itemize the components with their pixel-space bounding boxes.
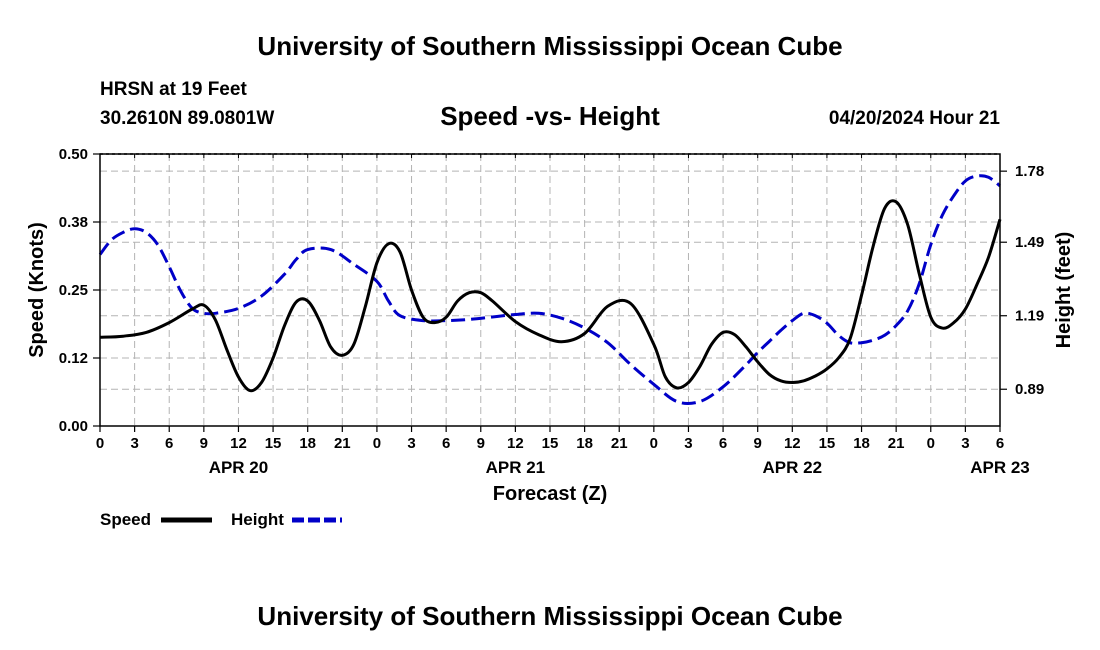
y-tick-label: 0.50 (59, 146, 88, 163)
x-tick-label: 9 (754, 435, 762, 452)
x-tick-label: 15 (265, 435, 282, 452)
y-tick-label: 0.12 (59, 350, 88, 367)
grid-lines (100, 154, 1000, 426)
x-tick-label: 3 (961, 435, 969, 452)
date-label: APR 22 (763, 458, 823, 477)
x-tick-label: 15 (542, 435, 559, 452)
x-tick-label: 0 (96, 435, 104, 452)
date-label: APR 20 (209, 458, 269, 477)
station-label: HRSN at 19 Feet (100, 79, 247, 100)
x-tick-label: 15 (819, 435, 836, 452)
x-tick-label: 18 (576, 435, 593, 452)
legend-speed-label: Speed (100, 510, 151, 529)
x-tick-label: 21 (611, 435, 628, 452)
chart-title: Speed -vs- Height (440, 101, 660, 131)
y2-tick-label: 1.19 (1015, 308, 1044, 325)
y2-tick-label: 0.89 (1015, 381, 1044, 398)
y2-tick-label: 1.78 (1015, 163, 1044, 180)
x-tick-label: 6 (996, 435, 1004, 452)
x-tick-label: 9 (477, 435, 485, 452)
y2-axis-label: Height (feet) (1053, 232, 1075, 349)
x-tick-label: 18 (853, 435, 870, 452)
x-tick-label: 0 (927, 435, 935, 452)
x-tick-label: 6 (719, 435, 727, 452)
x-tick-label: 3 (407, 435, 415, 452)
x-tick-label: 0 (650, 435, 658, 452)
page-title: University of Southern Mississippi Ocean… (257, 31, 842, 61)
x-tick-label: 12 (230, 435, 247, 452)
x-tick-label: 21 (334, 435, 351, 452)
x-tick-label: 6 (442, 435, 450, 452)
y-tick-label: 0.25 (59, 282, 88, 299)
x-tick-label: 3 (130, 435, 138, 452)
y-tick-label: 0.38 (59, 214, 88, 231)
x-tick-label: 6 (165, 435, 173, 452)
legend-height-label: Height (231, 510, 284, 529)
coordinates-label: 30.2610N 89.0801W (100, 108, 274, 129)
date-label: APR 21 (486, 458, 546, 477)
datetime-label: 04/20/2024 Hour 21 (829, 108, 1001, 129)
date-label: APR 23 (970, 458, 1030, 477)
x-tick-label: 3 (684, 435, 692, 452)
x-axis-label: Forecast (Z) (493, 483, 607, 505)
x-tick-label: 21 (888, 435, 905, 452)
y2-tick-label: 1.49 (1015, 234, 1044, 251)
height-series-line (98, 174, 1001, 405)
x-tick-label: 0 (373, 435, 381, 452)
x-tick-label: 12 (507, 435, 524, 452)
x-tick-label: 9 (200, 435, 208, 452)
x-tick-label: 12 (784, 435, 801, 452)
y-axis-label: Speed (Knots) (26, 222, 48, 358)
series-layer (98, 174, 1002, 405)
x-tick-label: 18 (299, 435, 316, 452)
legend: Speed Height (100, 510, 342, 529)
speed-series-line (99, 199, 1002, 393)
y-tick-label: 0.00 (59, 418, 88, 435)
footer-title: University of Southern Mississippi Ocean… (257, 601, 842, 631)
axes: 0 3 6 9 12 15 18 21 0 3 6 9 12 15 18 21 0 3 6 9 12 15 18 21 0 3 6 A… (59, 146, 1044, 477)
